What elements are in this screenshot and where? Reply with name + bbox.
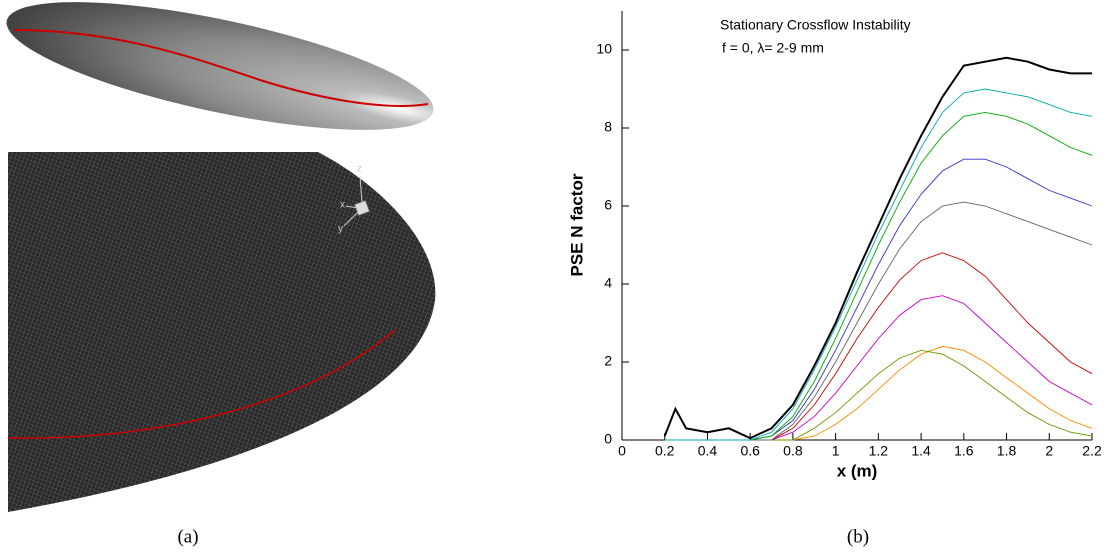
page: z x y (a) (b) Stationary Crossflow Insta… bbox=[0, 0, 1107, 552]
chart-title: Stationary Crossflow Instability bbox=[720, 17, 911, 33]
series-line bbox=[665, 159, 1092, 440]
chart-subtitle: f = 0, λ= 2-9 mm bbox=[722, 40, 824, 56]
ellipsoid-view bbox=[0, 0, 443, 156]
axis-label: y bbox=[338, 224, 343, 235]
x-tick-label: 0.6 bbox=[740, 443, 760, 459]
y-tick-label: 10 bbox=[596, 41, 612, 57]
y-tick-label: 2 bbox=[604, 353, 612, 369]
x-tick-label: 0.8 bbox=[783, 443, 803, 459]
x-tick-label: 1.2 bbox=[869, 443, 889, 459]
series-line bbox=[665, 346, 1092, 440]
x-tick-label: 0.2 bbox=[655, 443, 675, 459]
y-tick-label: 6 bbox=[604, 197, 612, 213]
y-tick-label: 0 bbox=[604, 431, 612, 447]
series-line bbox=[665, 253, 1092, 440]
x-tick-label: 1.6 bbox=[954, 443, 974, 459]
x-tick-label: 2.2 bbox=[1082, 443, 1102, 459]
ellipsoid bbox=[0, 0, 443, 156]
mesh bbox=[8, 152, 435, 512]
y-axis-label: PSE N factor bbox=[567, 173, 586, 276]
series-line bbox=[665, 350, 1092, 440]
x-tick-label: 1.8 bbox=[997, 443, 1017, 459]
series-line bbox=[665, 112, 1092, 440]
y-tick-label: 8 bbox=[604, 119, 612, 135]
series-line bbox=[665, 202, 1092, 440]
axis-label: z bbox=[357, 164, 362, 175]
x-tick-label: 0 bbox=[618, 443, 626, 459]
x-axis-label: x (m) bbox=[837, 461, 878, 480]
axis-label: x bbox=[340, 200, 345, 211]
y-tick-label: 4 bbox=[604, 275, 612, 291]
caption: (b) bbox=[847, 526, 869, 547]
x-tick-label: 1.4 bbox=[911, 443, 931, 459]
x-tick-label: 2 bbox=[1045, 443, 1053, 459]
x-tick-label: 1 bbox=[832, 443, 840, 459]
mesh-view: z x y bbox=[8, 152, 435, 512]
figure: z x y (a) (b) Stationary Crossflow Insta… bbox=[0, 0, 1107, 552]
x-tick-label: 0.4 bbox=[698, 443, 718, 459]
caption: (a) bbox=[177, 526, 198, 547]
series-line bbox=[665, 58, 1092, 438]
series-line bbox=[665, 296, 1092, 440]
